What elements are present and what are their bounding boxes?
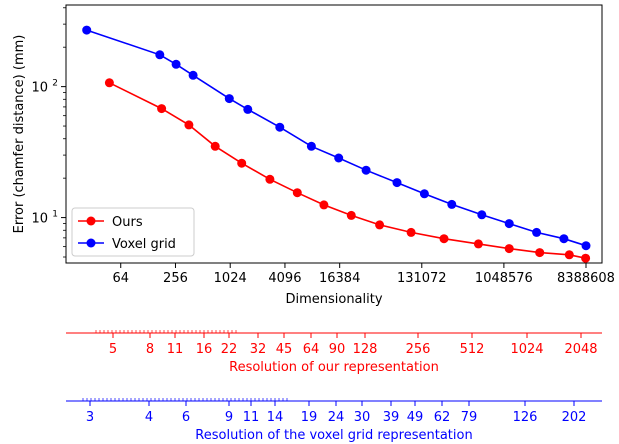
secondary-tick-label: 30 — [354, 410, 371, 425]
secondary-tick-label: 90 — [329, 342, 346, 357]
series-point-0 — [406, 227, 416, 237]
secondary-tick-label: 1024 — [510, 342, 543, 357]
main-plot: 10 1 10 2 64 256 1024 4096 16384 131072 1048576 83… — [12, 4, 615, 307]
series-point-0 — [104, 78, 114, 88]
legend-marker-ours — [86, 216, 96, 226]
x-tick-label: 256 — [163, 271, 188, 286]
secondary-axis-ours-label: Resolution of our representation — [229, 360, 439, 375]
y-tick-exponent: 1 — [52, 210, 58, 220]
secondary-tick-label: 24 — [328, 410, 345, 425]
series-point-0 — [375, 220, 385, 230]
secondary-tick-label: 64 — [303, 342, 320, 357]
series-point-0 — [504, 244, 514, 254]
secondary-tick-label: 8 — [146, 342, 154, 357]
series-point-0 — [319, 200, 329, 210]
secondary-tick-label: 9 — [225, 410, 233, 425]
secondary-axis-ours: Resolution of our representation 5 8 11 16 2… — [66, 330, 602, 375]
series-point-1 — [275, 122, 285, 132]
secondary-tick-label: 32 — [250, 342, 267, 357]
series-point-0 — [473, 239, 483, 249]
series-point-0 — [184, 120, 194, 130]
series-point-1 — [504, 219, 514, 229]
series-point-0 — [439, 234, 449, 244]
series-point-0 — [346, 210, 356, 220]
legend-label-ours: Ours — [112, 215, 143, 230]
y-tick-label: 10 — [31, 212, 48, 227]
secondary-tick-label: 22 — [221, 342, 238, 357]
y-axis-label: Error (chamfer distance) (mm) — [12, 35, 27, 234]
series-point-1 — [419, 189, 429, 199]
secondary-axis-voxel: Resolution of the voxel grid representat… — [66, 398, 602, 443]
series-point-0 — [535, 248, 545, 258]
secondary-axis-voxel-label: Resolution of the voxel grid representat… — [195, 428, 472, 443]
series-point-1 — [532, 227, 542, 237]
series-point-0 — [237, 158, 247, 168]
secondary-tick-label: 49 — [407, 410, 424, 425]
legend-label-voxel: Voxel grid — [112, 237, 176, 252]
x-tick-label: 131072 — [397, 271, 447, 286]
secondary-tick-label: 6 — [182, 410, 190, 425]
secondary-tick-label: 512 — [460, 342, 485, 357]
secondary-tick-label: 256 — [406, 342, 431, 357]
series-point-1 — [334, 153, 344, 163]
series-point-1 — [559, 234, 569, 244]
secondary-tick-label: 14 — [267, 410, 284, 425]
series-point-0 — [292, 188, 302, 198]
secondary-tick-label: 11 — [243, 410, 260, 425]
series-point-0 — [564, 250, 574, 260]
series-point-1 — [581, 241, 591, 251]
secondary-tick-label: 4 — [145, 410, 153, 425]
secondary-tick-label: 11 — [167, 342, 184, 357]
legend: Ours Voxel grid — [71, 207, 195, 257]
plot-frame — [65, 4, 603, 264]
series-point-1 — [82, 25, 92, 35]
secondary-tick-label: 39 — [383, 410, 400, 425]
series-point-1 — [447, 199, 457, 209]
series-point-0 — [157, 104, 167, 114]
series-point-1 — [188, 70, 198, 80]
secondary-tick-label: 45 — [276, 342, 293, 357]
x-tick-label: 8388608 — [557, 271, 615, 286]
secondary-tick-label: 19 — [301, 410, 318, 425]
series-point-1 — [171, 59, 181, 69]
secondary-tick-label: 126 — [513, 410, 538, 425]
series-point-1 — [392, 178, 402, 188]
series-layer — [82, 25, 591, 263]
series-point-0 — [210, 141, 220, 151]
secondary-tick-label: 128 — [353, 342, 378, 357]
secondary-tick-label: 3 — [86, 410, 94, 425]
series-point-1 — [243, 104, 253, 114]
series-point-0 — [581, 253, 591, 263]
x-axis-label: Dimensionality — [285, 292, 382, 307]
secondary-tick-label: 62 — [434, 410, 451, 425]
series-point-1 — [224, 94, 234, 104]
legend-box — [71, 207, 195, 257]
x-tick-label: 16384 — [319, 271, 360, 286]
series-point-1 — [155, 50, 165, 60]
secondary-tick-label: 16 — [196, 342, 213, 357]
secondary-tick-label: 5 — [109, 342, 117, 357]
x-tick-label: 1048576 — [475, 271, 533, 286]
x-tick-label: 4096 — [268, 271, 301, 286]
x-tick-label: 1024 — [214, 271, 247, 286]
legend-marker-voxel — [86, 238, 96, 248]
y-axis-ticks: 10 1 10 2 — [31, 7, 66, 258]
x-axis-ticks: 64 256 1024 4096 16384 131072 1048576 8388608 — [112, 263, 615, 286]
series-point-1 — [477, 210, 487, 220]
x-tick-label: 64 — [112, 271, 129, 286]
y-tick-label: 10 — [31, 81, 48, 96]
series-point-1 — [361, 165, 371, 175]
series-point-1 — [306, 141, 316, 151]
secondary-tick-label: 2048 — [564, 342, 597, 357]
series-point-0 — [265, 174, 275, 184]
secondary-tick-label: 79 — [461, 410, 478, 425]
y-tick-exponent: 2 — [52, 79, 58, 89]
secondary-tick-label: 202 — [562, 410, 587, 425]
